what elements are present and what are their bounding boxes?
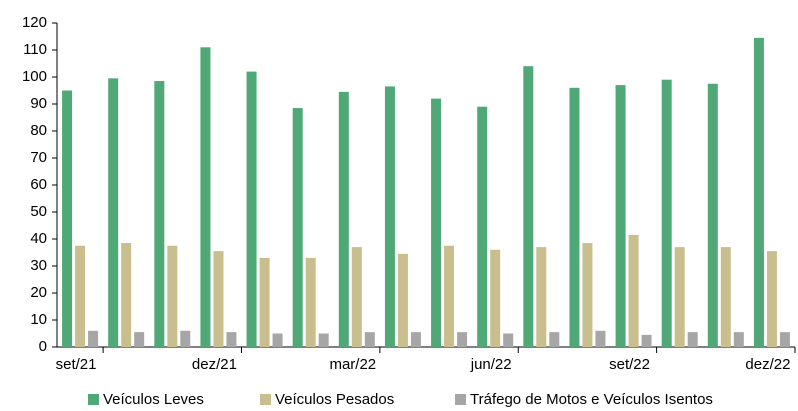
y-tick-label: 30 [30, 257, 47, 274]
x-tick-label: jun/22 [470, 356, 512, 373]
bar [523, 66, 534, 347]
bar [569, 87, 580, 348]
bar [687, 332, 698, 347]
y-tick-label: 100 [22, 68, 47, 85]
bar [457, 332, 468, 347]
bar [364, 332, 375, 347]
bar [318, 333, 329, 347]
legend-swatch [260, 394, 271, 405]
x-tick-label: set/21 [56, 356, 97, 373]
bar [477, 106, 488, 347]
bar [338, 91, 349, 347]
x-tick-label: dez/21 [192, 356, 237, 373]
y-tick-label: 40 [30, 230, 47, 247]
bar [384, 86, 395, 347]
bar [410, 332, 421, 347]
bar [707, 83, 718, 347]
bar [88, 330, 99, 347]
bar [305, 257, 316, 347]
bar [397, 253, 408, 347]
bar [154, 81, 165, 348]
y-tick-label: 80 [30, 122, 47, 139]
bar [733, 332, 744, 347]
bar [615, 85, 626, 347]
bar [641, 334, 652, 347]
legend-label: Tráfego de Motos e Veículos Isentos [470, 391, 713, 408]
bar [628, 234, 639, 347]
bar [292, 108, 303, 347]
bar [674, 247, 685, 347]
bar [582, 243, 593, 347]
bar [444, 245, 455, 347]
bar [779, 332, 790, 347]
bar [200, 47, 211, 348]
bar [75, 245, 86, 347]
bar [536, 247, 547, 347]
legend-swatch [88, 394, 99, 405]
x-tick-label: dez/22 [745, 356, 790, 373]
bar [259, 257, 270, 347]
bar [167, 245, 178, 347]
bar [661, 79, 672, 347]
y-tick-label: 50 [30, 203, 47, 220]
bar [766, 251, 777, 347]
bar [226, 332, 237, 347]
bar [134, 332, 145, 347]
legend-label: Veículos Pesados [275, 391, 394, 408]
bar [180, 330, 191, 347]
bar [272, 333, 283, 347]
bar [246, 71, 257, 347]
y-tick-label: 20 [30, 284, 47, 301]
bar [753, 37, 764, 347]
y-tick-label: 10 [30, 311, 47, 328]
bar [720, 247, 731, 347]
y-tick-label: 0 [39, 338, 47, 355]
y-tick-label: 70 [30, 149, 47, 166]
bar [503, 333, 514, 347]
y-tick-label: 60 [30, 176, 47, 193]
x-tick-label: mar/22 [329, 356, 376, 373]
bar [490, 249, 501, 347]
legend-swatch [455, 394, 466, 405]
bar [108, 78, 119, 347]
y-tick-label: 120 [22, 14, 47, 31]
x-tick-label: set/22 [609, 356, 650, 373]
legend-label: Veículos Leves [103, 391, 204, 408]
bar [62, 90, 73, 347]
bar [549, 332, 560, 347]
bar [213, 251, 224, 347]
y-tick-label: 90 [30, 95, 47, 112]
bar [595, 330, 606, 347]
y-tick-label: 110 [23, 41, 47, 58]
bar [121, 243, 132, 347]
bar [351, 247, 362, 347]
bar [431, 98, 442, 347]
